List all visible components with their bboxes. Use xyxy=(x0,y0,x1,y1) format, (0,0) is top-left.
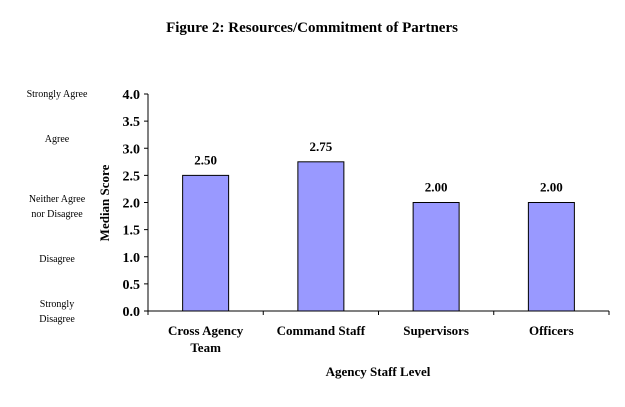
bar xyxy=(412,202,460,312)
x-category-label: Command Staff xyxy=(277,323,366,338)
scale-label: Strongly xyxy=(40,299,74,310)
y-tick-label: 3.0 xyxy=(123,142,141,157)
x-category-label: Supervisors xyxy=(403,323,469,338)
chart-title: Figure 2: Resources/Commitment of Partne… xyxy=(166,20,458,36)
scale-label: Disagree xyxy=(39,254,75,265)
data-label: 2.00 xyxy=(540,180,563,195)
y-tick-label: 4.0 xyxy=(123,88,141,103)
x-category-label: Cross Agency xyxy=(168,323,244,338)
bar xyxy=(527,202,575,312)
data-label: 2.50 xyxy=(194,152,217,167)
scale-label: Strongly Agree xyxy=(27,89,88,100)
y-tick-label: 0.0 xyxy=(123,305,141,320)
y-tick-label: 3.5 xyxy=(123,115,141,130)
x-category-label: Officers xyxy=(529,323,574,338)
x-axis-label: Agency Staff Level xyxy=(326,364,431,379)
y-tick-label: 2.0 xyxy=(123,197,141,212)
scale-label: Neither Agree xyxy=(29,194,86,205)
y-tick-label: 2.5 xyxy=(123,169,141,184)
scale-label: Disagree xyxy=(39,314,75,325)
x-category-label: Team xyxy=(190,340,221,355)
scale-label: nor Disagree xyxy=(31,209,83,220)
scale-label: Agree xyxy=(45,134,70,145)
y-tick-label: 1.0 xyxy=(123,251,141,266)
bar xyxy=(182,174,230,312)
y-tick-label: 1.5 xyxy=(123,224,141,239)
y-tick-label: 0.5 xyxy=(123,278,141,293)
data-label: 2.75 xyxy=(310,139,333,154)
y-axis-label: Median Score xyxy=(97,164,112,241)
data-label: 2.00 xyxy=(425,180,448,195)
bar xyxy=(297,161,345,312)
